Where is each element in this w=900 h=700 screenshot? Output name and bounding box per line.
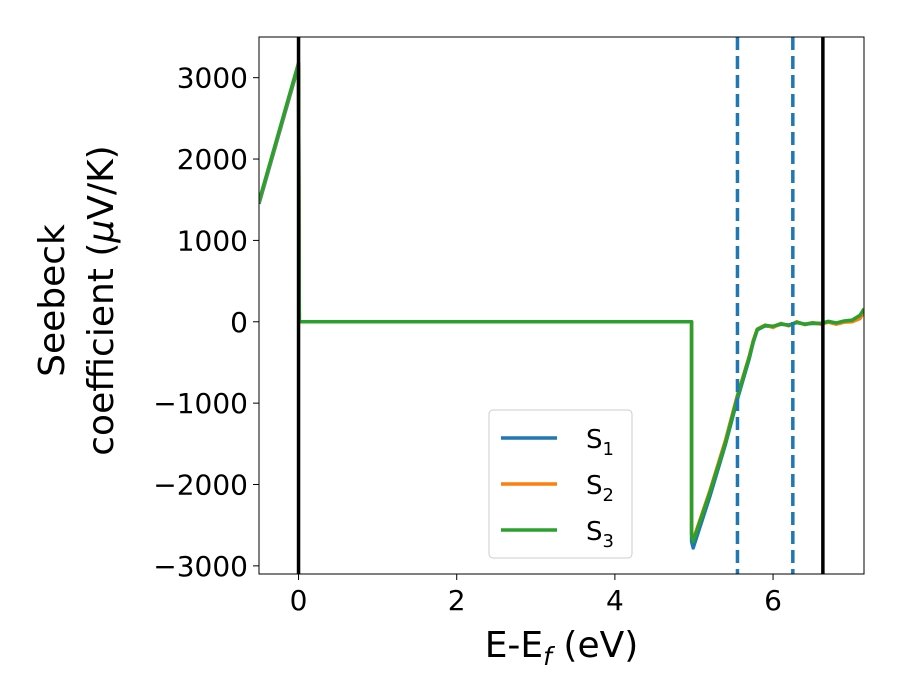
x-tick-label: 2: [448, 584, 466, 617]
y-axis-title-line2: coefficient (μV/K): [81, 145, 122, 455]
x-tick-label: 4: [606, 584, 624, 617]
axis-labels: E-Ef (eV) Seebeck coefficient (μV/K): [32, 145, 638, 671]
y-tick-label: −3000: [153, 550, 248, 583]
y-tick-label: 1000: [177, 224, 248, 257]
x-tick-label: 0: [290, 584, 308, 617]
legend-label-s3: S3: [586, 517, 614, 552]
x-axis-title: E-Ef (eV): [485, 625, 639, 671]
legend-label-s2: S2: [586, 471, 614, 506]
legend-box: [488, 409, 633, 559]
x-tick-label: 6: [764, 584, 782, 617]
legend-label-s1: S1: [586, 425, 614, 460]
plot-frame: [258, 36, 865, 575]
legend: S1 S2 S3: [488, 409, 633, 559]
y-tick-label: −1000: [153, 387, 248, 420]
y-axis-title-line1: Seebeck: [32, 224, 73, 377]
series-line-s3: [259, 61, 864, 544]
y-tick-label: 0: [230, 306, 248, 339]
plot-area: [259, 37, 864, 574]
y-tick-label: 3000: [177, 62, 248, 95]
axes: 0 2 4 6 −3000 −2000 −1000 0 1000 2000 3000: [153, 36, 865, 617]
y-tick-label: 2000: [177, 143, 248, 176]
y-tick-label: −2000: [153, 469, 248, 502]
